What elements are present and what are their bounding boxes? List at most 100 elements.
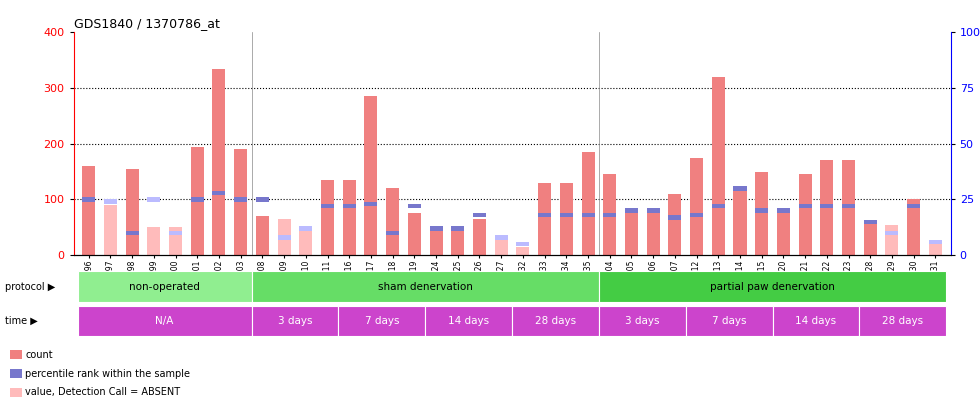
- Bar: [429, 230, 443, 255]
- Bar: [647, 208, 660, 213]
- Text: sham denervation: sham denervation: [377, 281, 472, 292]
- Bar: [929, 241, 942, 255]
- Bar: [299, 230, 313, 255]
- Bar: [859, 306, 947, 336]
- Bar: [425, 306, 512, 336]
- Bar: [599, 306, 686, 336]
- Text: time ▶: time ▶: [5, 316, 37, 326]
- Bar: [365, 96, 377, 255]
- Bar: [256, 216, 269, 255]
- Text: GDS1840 / 1370786_at: GDS1840 / 1370786_at: [74, 17, 220, 30]
- Bar: [863, 220, 877, 224]
- Bar: [756, 208, 768, 213]
- Bar: [473, 213, 486, 217]
- Bar: [886, 230, 899, 235]
- Bar: [338, 306, 425, 336]
- Bar: [321, 204, 334, 208]
- Text: 3 days: 3 days: [625, 316, 660, 326]
- Bar: [777, 208, 790, 213]
- Bar: [125, 169, 138, 255]
- Bar: [147, 227, 161, 255]
- Bar: [321, 180, 334, 255]
- Bar: [213, 68, 225, 255]
- Bar: [772, 306, 859, 336]
- Text: 14 days: 14 days: [448, 316, 489, 326]
- Bar: [929, 239, 942, 244]
- Bar: [451, 227, 465, 255]
- Bar: [599, 271, 947, 302]
- Bar: [581, 152, 595, 255]
- Bar: [169, 230, 182, 235]
- Bar: [386, 230, 399, 235]
- Text: 3 days: 3 days: [277, 316, 313, 326]
- Text: 28 days: 28 days: [535, 316, 576, 326]
- Text: 7 days: 7 days: [711, 316, 747, 326]
- Bar: [799, 204, 811, 208]
- Bar: [690, 213, 703, 217]
- Bar: [886, 224, 899, 255]
- Bar: [191, 197, 204, 202]
- Bar: [512, 306, 599, 336]
- Bar: [10, 369, 22, 378]
- Text: percentile rank within the sample: percentile rank within the sample: [25, 369, 190, 379]
- Bar: [820, 204, 833, 208]
- Bar: [252, 271, 599, 302]
- Bar: [711, 77, 725, 255]
- Text: 28 days: 28 days: [882, 316, 923, 326]
- Bar: [777, 211, 790, 255]
- Bar: [343, 204, 356, 208]
- Bar: [77, 271, 252, 302]
- Text: N/A: N/A: [156, 316, 173, 326]
- Text: value, Detection Call = ABSENT: value, Detection Call = ABSENT: [25, 388, 180, 397]
- Bar: [343, 180, 356, 255]
- Bar: [408, 204, 420, 208]
- Bar: [82, 166, 95, 255]
- Bar: [907, 204, 920, 208]
- Text: protocol ▶: protocol ▶: [5, 281, 55, 292]
- Bar: [429, 226, 443, 231]
- Bar: [686, 306, 772, 336]
- Bar: [668, 194, 681, 255]
- Bar: [10, 350, 22, 359]
- Bar: [516, 242, 529, 246]
- Bar: [604, 175, 616, 255]
- Bar: [516, 247, 529, 255]
- Bar: [733, 186, 747, 191]
- Text: count: count: [25, 350, 53, 360]
- Bar: [756, 172, 768, 255]
- Bar: [560, 213, 573, 217]
- Bar: [625, 208, 638, 213]
- Bar: [907, 199, 920, 255]
- Bar: [408, 213, 420, 255]
- Bar: [386, 188, 399, 255]
- Bar: [169, 227, 182, 255]
- Bar: [365, 202, 377, 206]
- Text: partial paw denervation: partial paw denervation: [710, 281, 835, 292]
- Bar: [125, 230, 138, 235]
- Bar: [690, 158, 703, 255]
- Bar: [473, 219, 486, 255]
- Bar: [711, 204, 725, 208]
- Bar: [820, 160, 833, 255]
- Bar: [277, 219, 291, 255]
- Bar: [299, 226, 313, 231]
- Bar: [538, 213, 551, 217]
- Bar: [668, 215, 681, 220]
- Bar: [863, 222, 877, 255]
- Bar: [538, 183, 551, 255]
- Bar: [252, 306, 338, 336]
- Bar: [147, 197, 161, 202]
- Bar: [799, 175, 811, 255]
- Bar: [733, 185, 747, 255]
- Bar: [647, 213, 660, 255]
- Bar: [581, 213, 595, 217]
- Bar: [451, 226, 465, 231]
- Bar: [10, 388, 22, 397]
- Text: 7 days: 7 days: [365, 316, 399, 326]
- Bar: [82, 197, 95, 202]
- Bar: [604, 213, 616, 217]
- Bar: [77, 306, 252, 336]
- Bar: [104, 205, 117, 255]
- Bar: [625, 211, 638, 255]
- Bar: [495, 236, 508, 255]
